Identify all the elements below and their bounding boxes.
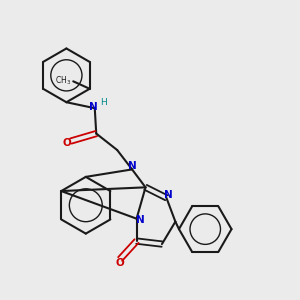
Text: O: O <box>63 138 72 148</box>
Text: N: N <box>89 102 98 112</box>
Text: H: H <box>100 98 106 107</box>
Text: CH$_3$: CH$_3$ <box>55 74 71 87</box>
Text: N: N <box>128 161 136 171</box>
Text: N: N <box>136 215 145 225</box>
Text: N: N <box>164 190 172 200</box>
Text: O: O <box>116 259 124 269</box>
